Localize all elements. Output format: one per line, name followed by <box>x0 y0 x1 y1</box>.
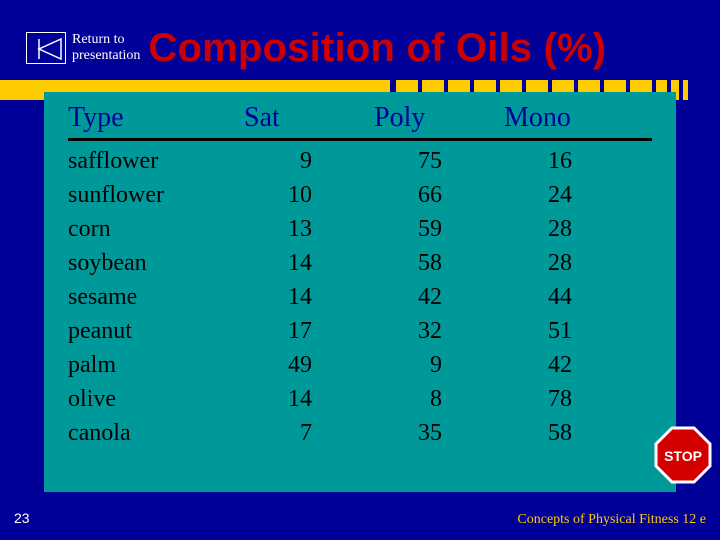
return-link[interactable]: Return to presentation <box>26 32 140 64</box>
table-body: safflower97516sunflower106624corn135928s… <box>68 141 652 447</box>
col-sat: Sat <box>236 102 366 134</box>
table-row: olive14878 <box>68 379 652 413</box>
cell-value: 8 <box>366 379 496 413</box>
table-row: safflower97516 <box>68 141 652 175</box>
cell-type: soybean <box>68 243 236 277</box>
cell-type: peanut <box>68 311 236 345</box>
col-mono: Mono <box>496 102 626 134</box>
cell-value: 58 <box>366 243 496 277</box>
col-poly: Poly <box>366 102 496 134</box>
cell-value: 17 <box>236 311 366 345</box>
stop-icon: STOP <box>652 424 714 486</box>
cell-value: 28 <box>496 243 626 277</box>
data-panel: Type Sat Poly Mono safflower97516sunflow… <box>44 92 676 492</box>
table-header-row: Type Sat Poly Mono <box>68 102 652 141</box>
cell-value: 75 <box>366 141 496 175</box>
cell-value: 78 <box>496 379 626 413</box>
table-row: soybean145828 <box>68 243 652 277</box>
return-label: Return to presentation <box>72 32 140 64</box>
cell-type: sesame <box>68 277 236 311</box>
table-row: palm49942 <box>68 345 652 379</box>
header: Return to presentation Composition of Oi… <box>0 18 720 78</box>
cell-value: 49 <box>236 345 366 379</box>
cell-value: 51 <box>496 311 626 345</box>
cell-type: olive <box>68 379 236 413</box>
cell-value: 59 <box>366 209 496 243</box>
cell-value: 42 <box>496 345 626 379</box>
source-citation: Concepts of Physical Fitness 12 e <box>517 512 706 528</box>
return-line1: Return to <box>72 32 125 47</box>
cell-value: 42 <box>366 277 496 311</box>
cell-value: 10 <box>236 175 366 209</box>
cell-value: 13 <box>236 209 366 243</box>
cell-value: 24 <box>496 175 626 209</box>
cell-type: safflower <box>68 141 236 175</box>
cell-value: 9 <box>366 345 496 379</box>
cell-type: palm <box>68 345 236 379</box>
cell-value: 14 <box>236 379 366 413</box>
oils-table: Type Sat Poly Mono safflower97516sunflow… <box>68 102 652 447</box>
cell-value: 14 <box>236 277 366 311</box>
return-line2: presentation <box>72 48 140 63</box>
table-row: peanut173251 <box>68 311 652 345</box>
cell-value: 9 <box>236 141 366 175</box>
back-arrow-icon[interactable] <box>26 32 66 64</box>
cell-value: 44 <box>496 277 626 311</box>
stop-label: STOP <box>664 448 702 464</box>
cell-value: 7 <box>236 413 366 447</box>
cell-value: 28 <box>496 209 626 243</box>
cell-type: corn <box>68 209 236 243</box>
cell-type: canola <box>68 413 236 447</box>
table-row: sesame144244 <box>68 277 652 311</box>
cell-value: 66 <box>366 175 496 209</box>
table-row: canola73558 <box>68 413 652 447</box>
cell-value: 32 <box>366 311 496 345</box>
cell-value: 35 <box>366 413 496 447</box>
table-row: sunflower106624 <box>68 175 652 209</box>
page-title: Composition of Oils (%) <box>148 26 606 71</box>
cell-value: 16 <box>496 141 626 175</box>
cell-value: 14 <box>236 243 366 277</box>
stop-button[interactable]: STOP <box>652 424 714 486</box>
cell-type: sunflower <box>68 175 236 209</box>
page-number: 23 <box>14 510 30 526</box>
table-row: corn135928 <box>68 209 652 243</box>
cell-value: 58 <box>496 413 626 447</box>
col-type: Type <box>68 102 236 134</box>
